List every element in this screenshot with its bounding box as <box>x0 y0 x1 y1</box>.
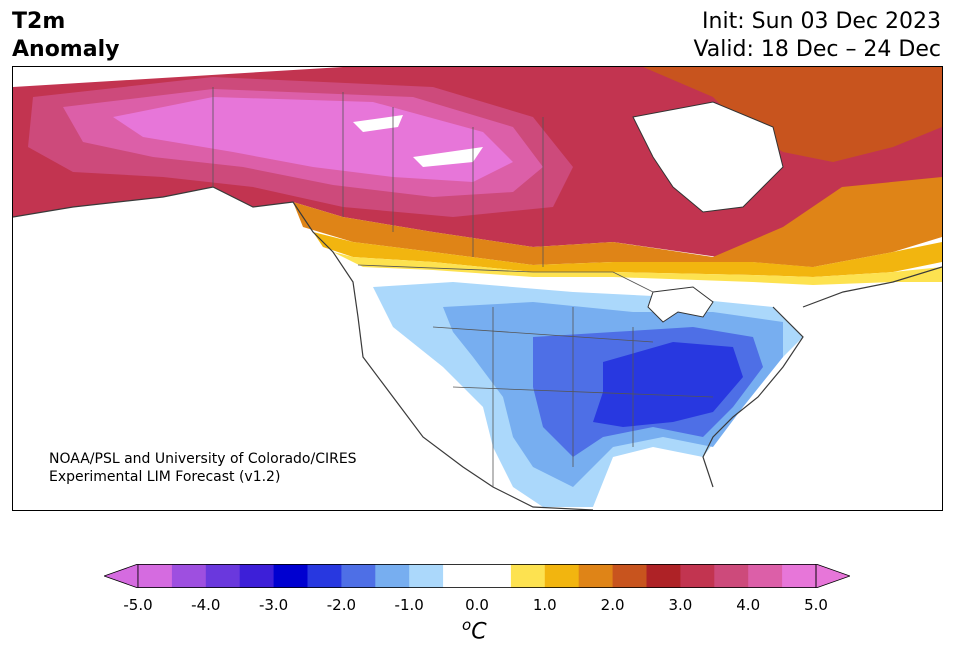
colorbar-units: oC <box>462 616 487 644</box>
colorbar-swatch <box>239 564 275 588</box>
colorbar-swatch <box>612 564 647 588</box>
colorbar-frame <box>137 564 817 588</box>
credit-line2: Experimental LIM Forecast (v1.2) <box>49 469 281 485</box>
colorbar-tick-label: -3.0 <box>258 596 289 614</box>
colorbar-swatch <box>443 564 478 588</box>
gold-band <box>313 232 942 277</box>
great-slave-lake <box>353 115 403 132</box>
colorbar-swatch <box>782 564 817 588</box>
colorbar-swatch <box>578 564 614 588</box>
colorbar-swatch <box>510 564 546 588</box>
borders <box>212 87 714 487</box>
colorbar-tick-label: 1.0 <box>532 596 557 614</box>
colorbar-swatch <box>205 564 241 588</box>
colorbar-swatch <box>171 564 207 588</box>
warm-band-south <box>293 177 942 267</box>
colorbar-swatch <box>714 564 749 588</box>
great-bear-lake <box>413 147 483 167</box>
hudson-bay <box>632 101 784 213</box>
coldest-region <box>593 342 743 427</box>
map-panel: NOAA/PSL and University of Colorado/CIRE… <box>12 66 943 511</box>
colorbar <box>104 564 850 588</box>
colorbar-swatch <box>646 564 681 588</box>
units-letter: C <box>471 619 487 645</box>
colorbar-tick-label: 3.0 <box>668 596 693 614</box>
colorbar-tick-label: -2.0 <box>326 596 357 614</box>
colorbar-extend-high <box>815 564 850 588</box>
credit-text: NOAA/PSL and University of Colorado/CIRE… <box>49 450 357 486</box>
colorbar-tick-label: -4.0 <box>191 596 221 614</box>
colorbar-swatch <box>307 564 342 588</box>
init-date: Init: Sun 03 Dec 2023 <box>702 9 941 34</box>
units-degree: o <box>462 616 472 634</box>
colorbar-swatch <box>544 564 580 588</box>
colorbar-swatch <box>680 564 715 588</box>
forecast-dates: Init: Sun 03 Dec 2023 Valid: 18 Dec – 24… <box>693 8 941 64</box>
great-lakes <box>647 286 714 323</box>
map-title: T2m Anomaly <box>12 8 119 64</box>
yellow-band <box>333 252 942 285</box>
credit-line1: NOAA/PSL and University of Colorado/CIRE… <box>49 451 357 467</box>
colorbar-ticks: -5.0 -4.0 -3.0 -2.0 -1.0 0.0 1.0 2.0 3.0 4.0 5.0 <box>0 596 953 616</box>
colorbar-tick-label: 0.0 <box>465 596 489 614</box>
colorbar-tick-label: -5.0 <box>123 596 153 614</box>
colorbar-swatch <box>748 564 783 588</box>
colorbar-tick-label: 5.0 <box>804 596 828 614</box>
colorbar-swatch <box>341 564 376 588</box>
valid-date: Valid: 18 Dec – 24 Dec <box>693 37 941 62</box>
colorbar-extend-low <box>104 564 139 588</box>
orange-ne-band <box>643 67 942 162</box>
colorbar-tick-label: 4.0 <box>736 596 761 614</box>
colorbar-swatch <box>375 564 410 588</box>
map-title-line1: T2m <box>12 9 66 34</box>
anomaly-map <box>13 67 942 510</box>
colorbar-tick-label: 2.0 <box>600 596 625 614</box>
colorbar-swatch <box>273 564 308 588</box>
colorbar-swatch <box>138 564 173 588</box>
coastlines <box>13 186 942 510</box>
colorbar-tick-label: -1.0 <box>394 596 424 614</box>
colorbar-swatch <box>409 564 444 588</box>
map-title-line2: Anomaly <box>12 37 120 62</box>
colorbar-swatch <box>477 564 512 588</box>
